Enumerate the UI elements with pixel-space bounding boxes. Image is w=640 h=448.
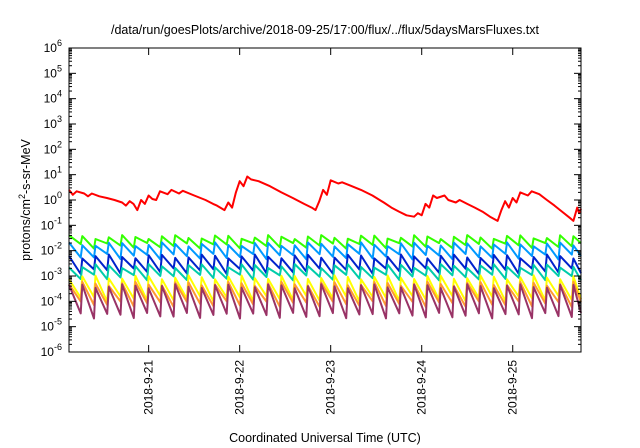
y-tick-label: 101 xyxy=(44,165,62,182)
y-tick-label: 10-4 xyxy=(41,291,62,308)
y-tick-label: 10-3 xyxy=(41,266,62,283)
series-line xyxy=(68,263,582,282)
y-tick-label: 10-6 xyxy=(41,342,62,359)
y-axis-label: protons/cm2-s-sr-MeV xyxy=(17,138,33,260)
y-tick-label: 104 xyxy=(44,89,62,106)
series-line xyxy=(68,253,582,275)
y-tick-label: 100 xyxy=(44,190,62,207)
series-line xyxy=(68,241,582,261)
y-tick-label: 102 xyxy=(44,139,62,156)
x-tick-label: 2018-9-23 xyxy=(324,360,338,415)
y-tick-label: 106 xyxy=(44,38,62,55)
y-tick-label: 10-5 xyxy=(41,317,62,334)
x-tick-label: 2018-9-24 xyxy=(415,360,429,415)
x-tick-label: 2018-9-25 xyxy=(506,360,520,415)
y-tick-label: 103 xyxy=(44,114,62,131)
y-tick-label: 10-1 xyxy=(41,215,62,232)
series-line xyxy=(68,234,582,250)
x-tick-label: 2018-9-21 xyxy=(142,360,156,415)
series-layer xyxy=(68,175,582,320)
series-line xyxy=(68,280,582,308)
series-line xyxy=(68,175,582,222)
y-tick-label: 105 xyxy=(44,63,62,80)
chart-title: /data/run/goesPlots/archive/2018-09-25/1… xyxy=(111,23,540,37)
series-line xyxy=(68,283,582,320)
x-axis-label: Coordinated Universal Time (UTC) xyxy=(229,431,421,445)
series-line xyxy=(68,274,582,303)
y-tick-label: 10-2 xyxy=(41,241,62,258)
x-tick-label: 2018-9-22 xyxy=(233,360,247,415)
axis-layer: 10-6 10-5 10-4 10-3 10-2 10-1 100 101 102 103 104 1… xyxy=(41,38,581,415)
